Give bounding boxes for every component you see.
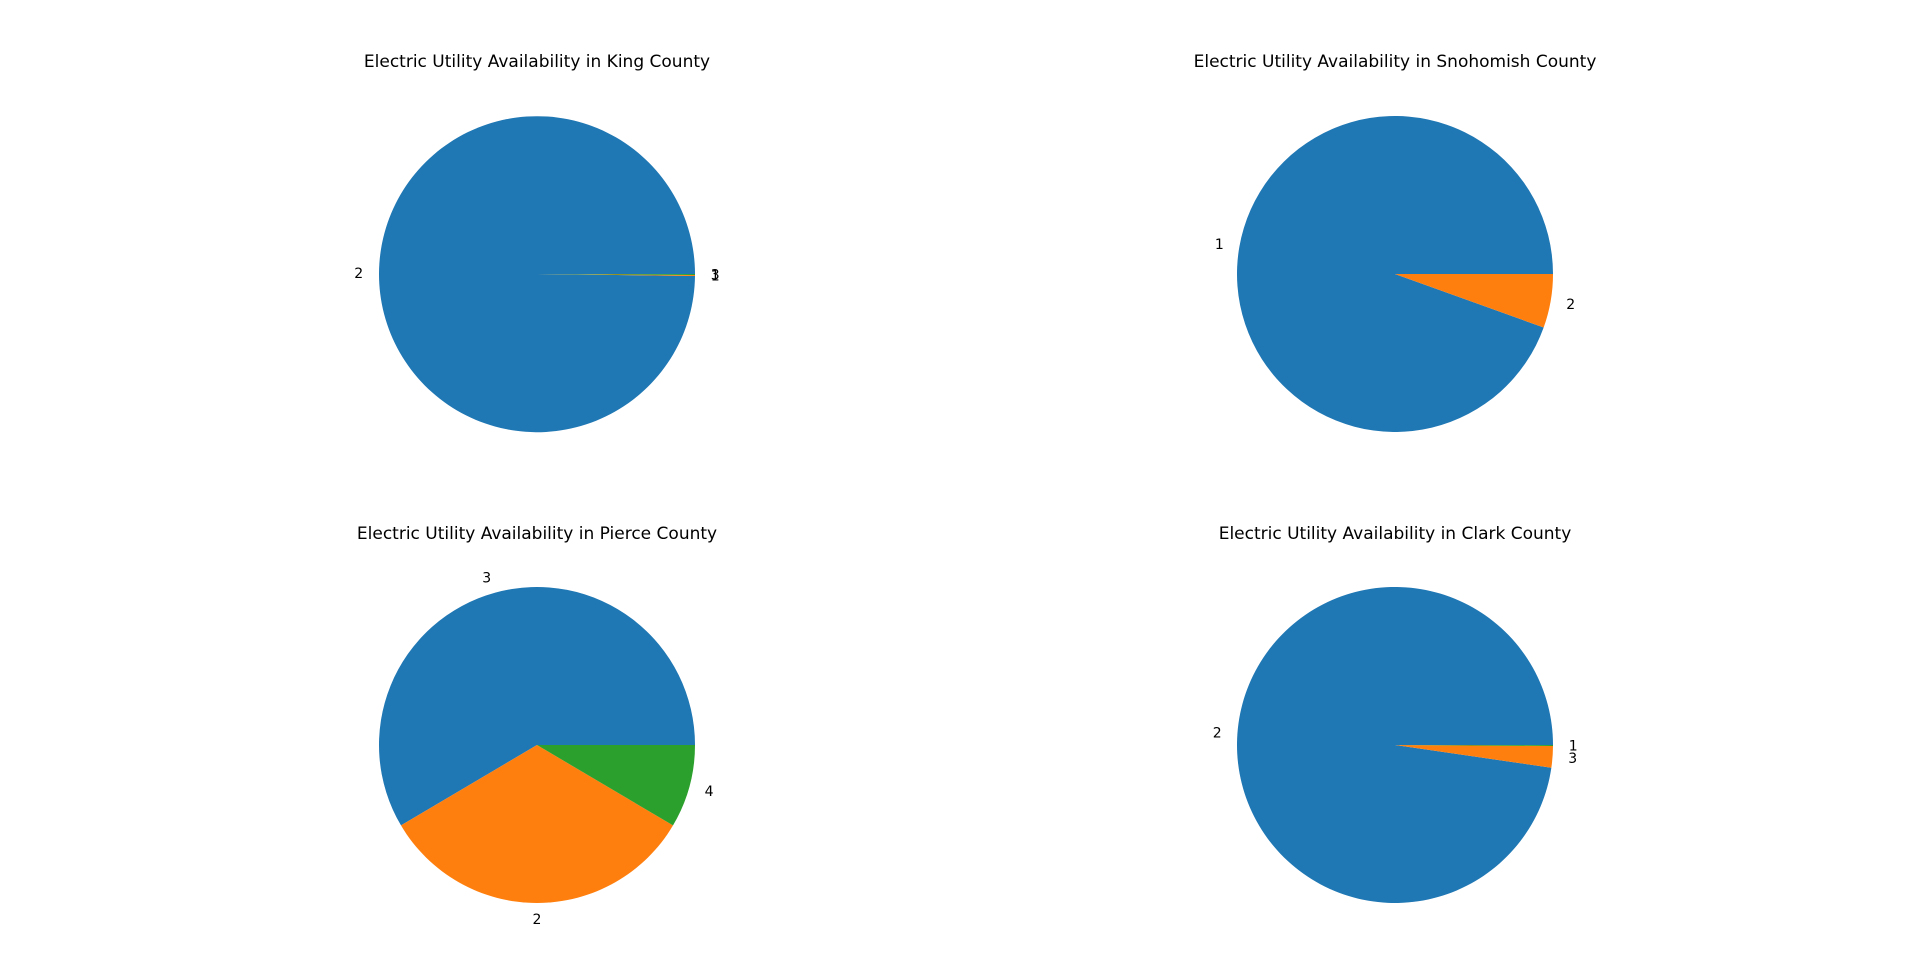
pie-label-pierce-county-1: 2 bbox=[533, 912, 542, 928]
pie-slices-pierce-county bbox=[378, 587, 695, 904]
pie-label-clark-county-1: 3 bbox=[1568, 751, 1577, 767]
chart-title-king-county: Electric Utility Availability in King Co… bbox=[364, 52, 710, 72]
pie-slice-king-county-2 bbox=[537, 274, 696, 275]
pie-label-snohomish-county-1: 2 bbox=[1566, 297, 1575, 313]
pie-label-king-county-1: 1 bbox=[711, 269, 720, 285]
pie-slices-clark-county bbox=[1237, 586, 1554, 903]
chart-pierce-county: Electric Utility Availability in Pierce … bbox=[357, 524, 717, 928]
pie-labels-pierce-county: 3 2 4 bbox=[482, 570, 713, 927]
pie-label-pierce-county-2: 4 bbox=[705, 784, 714, 800]
pie-slice-king-county-0 bbox=[379, 116, 695, 433]
pie-labels-king-county: 2 13 bbox=[354, 266, 719, 285]
pie-slice-snohomish-county-0 bbox=[1236, 116, 1553, 433]
chart-title-pierce-county: Electric Utility Availability in Pierce … bbox=[357, 524, 717, 544]
pie-label-king-county-2: 3 bbox=[711, 268, 720, 284]
chart-clark-county: Electric Utility Availability in Clark C… bbox=[1213, 524, 1578, 903]
pie-slice-clark-county-1 bbox=[1395, 745, 1553, 768]
pie-labels-clark-county: 2 31 bbox=[1213, 725, 1578, 767]
pie-slice-snohomish-county-1 bbox=[1395, 274, 1553, 328]
chart-title-clark-county: Electric Utility Availability in Clark C… bbox=[1219, 524, 1572, 544]
pie-slices-king-county bbox=[379, 116, 696, 433]
pie-label-king-county-0: 2 bbox=[354, 266, 363, 282]
pie-slice-clark-county-2 bbox=[1395, 745, 1554, 746]
chart-snohomish-county: Electric Utility Availability in Snohomi… bbox=[1194, 52, 1597, 433]
pie-slice-pierce-county-2 bbox=[537, 745, 695, 826]
chart-title-snohomish-county: Electric Utility Availability in Snohomi… bbox=[1194, 52, 1597, 72]
pie-slice-clark-county-0 bbox=[1237, 586, 1553, 903]
pie-slice-pierce-county-0 bbox=[378, 587, 695, 826]
pie-label-snohomish-county-0: 1 bbox=[1215, 237, 1224, 253]
pie-slices-snohomish-county bbox=[1236, 116, 1553, 433]
pie-label-clark-county-0: 2 bbox=[1213, 725, 1222, 741]
pie-label-clark-county-2: 1 bbox=[1569, 739, 1578, 755]
pie-slice-pierce-county-1 bbox=[401, 745, 673, 904]
pie-label-pierce-county-0: 3 bbox=[482, 570, 491, 586]
pie-slice-king-county-1 bbox=[537, 274, 695, 276]
chart-king-county: Electric Utility Availability in King Co… bbox=[354, 52, 720, 433]
pie-labels-snohomish-county: 12 bbox=[1215, 237, 1575, 313]
